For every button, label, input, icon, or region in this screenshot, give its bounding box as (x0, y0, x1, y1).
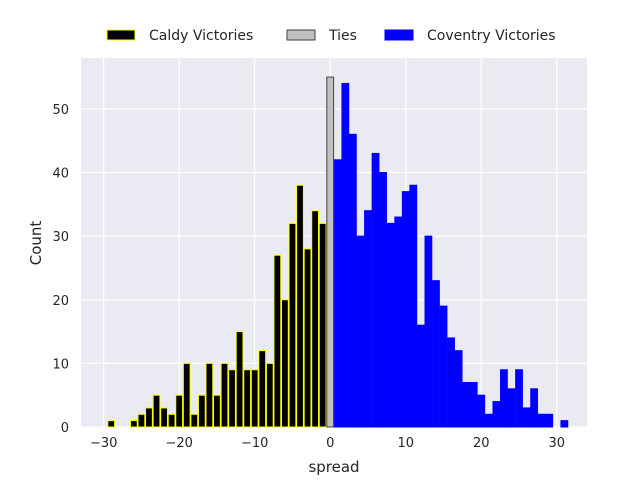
bar-ties (326, 76, 335, 428)
bar-coventry-victories (507, 388, 516, 428)
bar-coventry-victories (515, 369, 523, 428)
legend-label: Ties (328, 28, 357, 44)
bar-caldy-victories (107, 420, 116, 428)
legend-swatch (384, 29, 414, 41)
x-tick-label: −10 (241, 436, 268, 451)
bar-caldy-victories (318, 222, 327, 428)
bar-coventry-victories (371, 152, 380, 428)
x-tick-label: 10 (397, 436, 414, 451)
x-tick-label: 20 (473, 436, 490, 451)
bar-coventry-victories (545, 413, 554, 428)
bar-coventry-victories (401, 191, 410, 428)
y-tick-label: 20 (52, 294, 69, 309)
bar-coventry-victories (409, 184, 418, 428)
bar-caldy-victories (152, 394, 161, 428)
bar-coventry-victories (484, 413, 493, 428)
bar-caldy-victories (296, 184, 304, 428)
y-axis-label: Count (27, 221, 45, 266)
bar-coventry-victories (379, 172, 387, 428)
legend-label: Caldy Victories (149, 28, 253, 44)
legend-swatch (106, 29, 136, 41)
bar-coventry-victories (477, 394, 486, 428)
bar-coventry-victories (447, 337, 455, 428)
bar-caldy-victories (182, 362, 191, 428)
bar-caldy-victories (311, 210, 320, 428)
bar-caldy-victories (145, 407, 153, 428)
y-tick-label: 10 (52, 357, 69, 372)
legend: Caldy Victories Ties Coventry Victories (106, 28, 556, 44)
bar-caldy-victories (303, 248, 312, 428)
bar-caldy-victories (281, 299, 289, 428)
bar-coventry-victories (364, 210, 372, 428)
y-tick-label: 40 (52, 167, 69, 182)
bar-caldy-victories (258, 350, 267, 428)
bar-coventry-victories (348, 133, 357, 428)
bar-caldy-victories (190, 413, 199, 428)
bar-coventry-victories (500, 369, 508, 428)
y-tick-label: 50 (52, 103, 69, 118)
bar-coventry-victories (560, 420, 569, 428)
x-tick-label: 0 (326, 436, 334, 451)
bar-coventry-victories (424, 235, 433, 428)
bar-caldy-victories (250, 369, 259, 428)
y-tick-label: 0 (61, 421, 69, 436)
bar-coventry-victories (416, 324, 425, 428)
x-axis-label: spread (308, 458, 359, 476)
legend-label: Coventry Victories (427, 28, 556, 44)
bar-caldy-victories (220, 362, 229, 428)
y-tick-label: 30 (52, 230, 69, 245)
bar-coventry-victories (394, 216, 403, 428)
bar-caldy-victories (288, 222, 297, 428)
bar-caldy-victories (129, 420, 138, 428)
bar-caldy-victories (167, 413, 176, 428)
x-tick-label: −20 (165, 436, 192, 451)
legend-swatch (286, 29, 316, 41)
bar-caldy-victories (175, 394, 184, 428)
bar-coventry-victories (537, 413, 546, 428)
bar-caldy-victories (160, 407, 168, 428)
bar-coventry-victories (341, 82, 350, 428)
bar-coventry-victories (492, 401, 501, 428)
bar-caldy-victories (235, 331, 244, 428)
bar-caldy-victories (137, 413, 146, 428)
bar-caldy-victories (205, 362, 214, 428)
bar-caldy-victories (265, 362, 274, 428)
bar-coventry-victories (469, 381, 478, 428)
bar-coventry-victories (522, 407, 531, 428)
bar-coventry-victories (386, 222, 395, 428)
bar-coventry-victories (454, 350, 463, 428)
bar-caldy-victories (273, 254, 282, 428)
bar-coventry-victories (356, 235, 365, 428)
x-tick-label: 30 (549, 436, 566, 451)
bar-coventry-victories (333, 159, 342, 428)
x-tick-label: −30 (90, 436, 117, 451)
bar-caldy-victories (243, 369, 252, 428)
bar-coventry-victories (530, 388, 539, 428)
bar-coventry-victories (462, 381, 471, 428)
bar-caldy-victories (213, 394, 221, 428)
bar-caldy-victories (228, 369, 236, 428)
bar-coventry-victories (432, 280, 440, 428)
bar-caldy-victories (197, 394, 206, 428)
bar-coventry-victories (439, 305, 448, 428)
